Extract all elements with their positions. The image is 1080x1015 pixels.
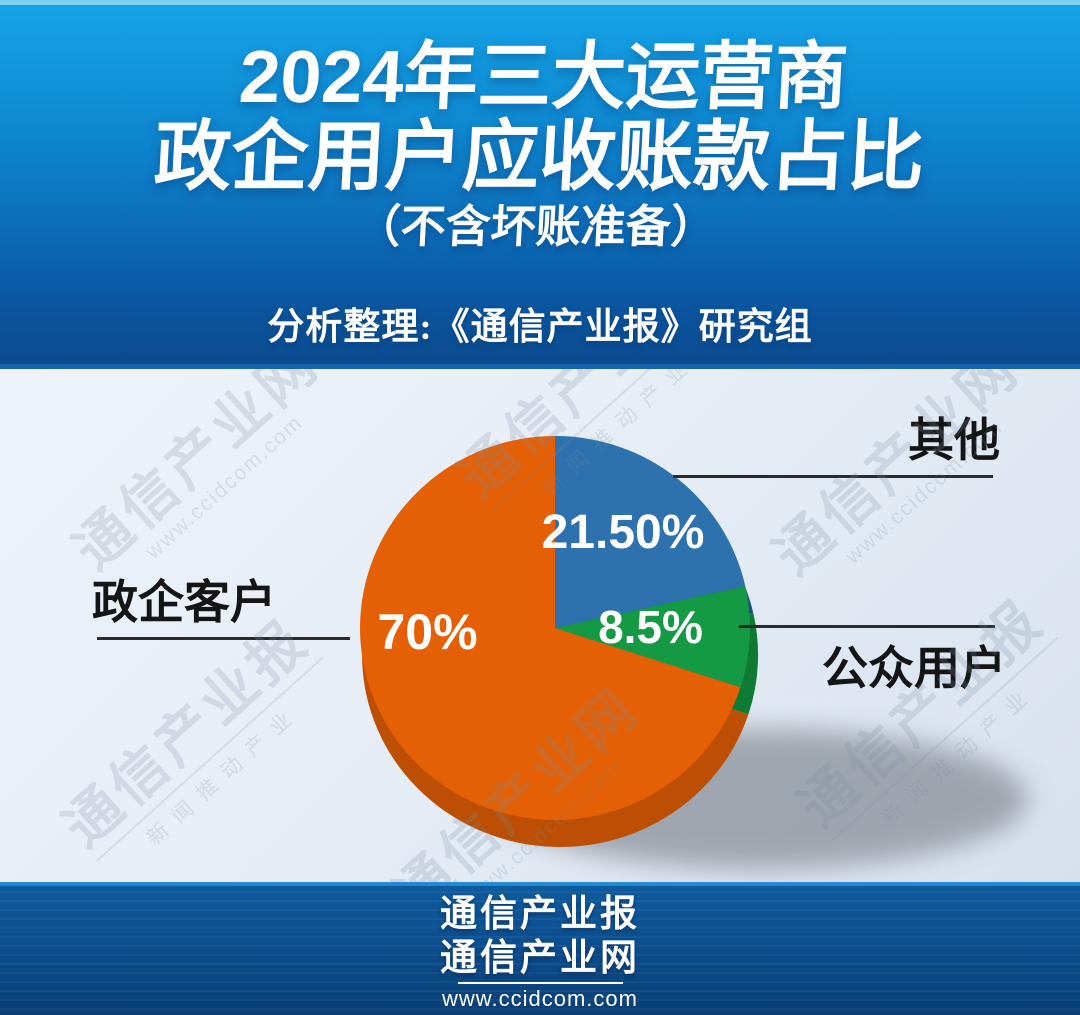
brand-paper-name: 通信产业报 — [440, 893, 640, 934]
pie-value-gov: 70% — [377, 604, 478, 660]
leader-line-gov — [97, 637, 350, 640]
brand-site-name: 通信产业网 — [440, 936, 640, 978]
page-title: 2024年三大运营商 政企用户应收账款占比 （不含坏账准备） — [0, 35, 1080, 253]
analysis-credit: 分析整理:《通信产业报》研究组 — [267, 307, 813, 348]
pie-value-public: 8.5% — [598, 601, 703, 653]
pie-chart-panel: 70% 21.50% 8.5% 其他 政企客户 公众用户 通信产业网 www.c… — [0, 369, 1080, 882]
pie-slice-gov — [360, 436, 741, 820]
header-banner: 2024年三大运营商 政企用户应收账款占比 （不含坏账准备） 分析整理:《通信产… — [0, 0, 1080, 369]
title-line-3: （不含坏账准备） — [354, 200, 718, 252]
leader-line-other — [673, 475, 993, 478]
footer-banner: 通信产业报 通信产业网 www.ccidcom.com — [0, 882, 1080, 1015]
slice-label-gov: 政企客户 — [92, 576, 276, 628]
slice-label-other: 其他 — [908, 414, 1000, 466]
pie-slice-public — [555, 586, 751, 688]
pie-slice-other — [555, 436, 746, 628]
pie-chart — [360, 436, 1028, 869]
brand-url: www.ccidcom.com — [442, 986, 638, 1012]
leader-line-public — [739, 625, 995, 628]
header-accent-line — [0, 0, 1080, 5]
header-divider — [0, 364, 1080, 369]
title-line-2: 政企用户应收账款占比 — [152, 113, 927, 200]
title-line-1: 2024年三大运营商 — [237, 35, 851, 118]
footer-divider-line — [457, 982, 623, 985]
slice-label-public: 公众用户 — [822, 642, 1006, 694]
brand-block: 通信产业报 通信产业网 www.ccidcom.com — [0, 892, 1080, 1012]
pie-value-other: 21.50% — [541, 506, 705, 559]
